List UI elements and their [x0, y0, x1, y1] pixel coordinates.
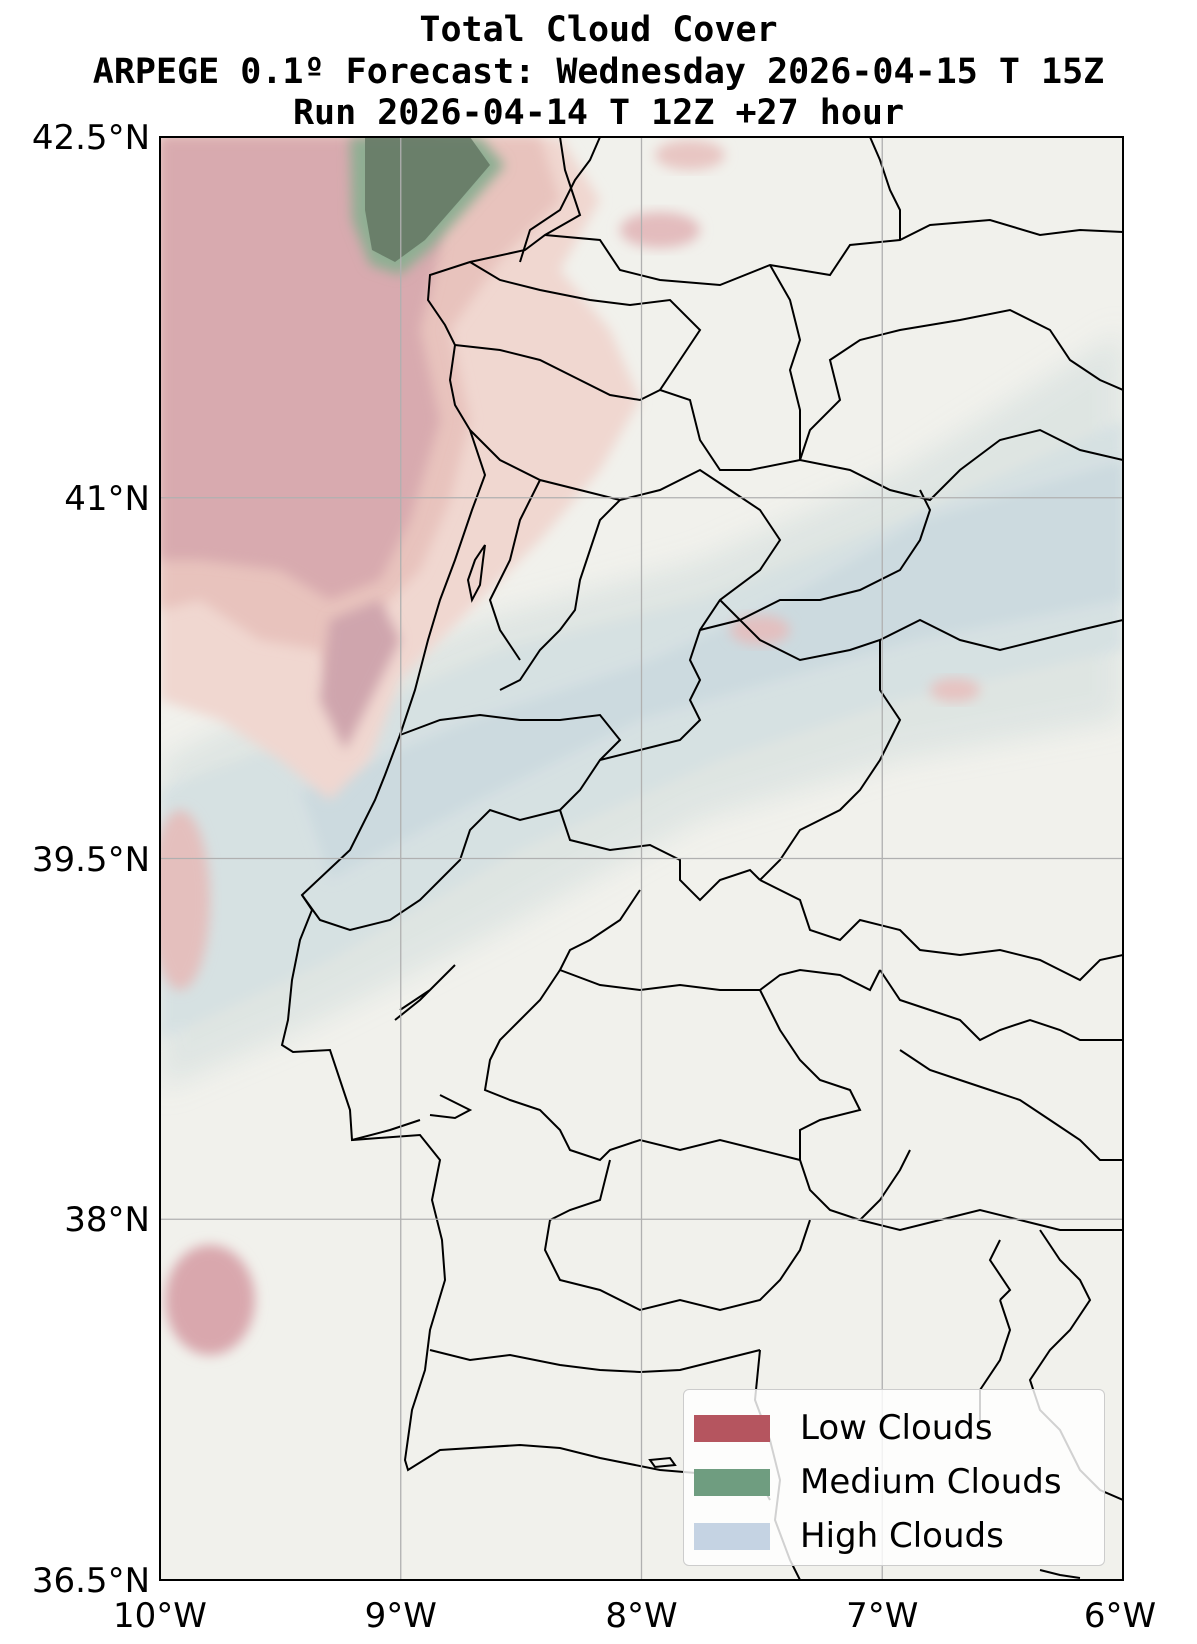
latitude-labels: 42.5°N 41°N 39.5°N 38°N 36.5°N	[32, 118, 150, 1601]
coastline-west	[280, 137, 771, 1501]
low-cloud-spot-north	[620, 212, 700, 248]
low-cloud-layer	[160, 137, 980, 1355]
legend-item-low: Low Clouds	[694, 1408, 993, 1448]
border-south-13	[899, 1049, 1123, 1161]
border-mid-9	[559, 809, 761, 902]
border-south-2	[558, 889, 881, 992]
border-north-4	[519, 137, 601, 263]
longitude-labels: 10°W 9°W 8°W 7°W 6°W	[113, 1596, 1156, 1636]
legend-swatch-medium	[694, 1468, 770, 1496]
gridlines	[160, 137, 1123, 1580]
border-mid-8	[301, 808, 561, 932]
map-frame	[159, 136, 1124, 1581]
lon-tick-label: 6°W	[1084, 1596, 1156, 1636]
border-north-5	[799, 308, 1123, 461]
border-south-5	[351, 1119, 421, 1141]
title-line-3: Run 2026-04-14 T 12Z +27 hour	[292, 93, 905, 133]
regional-borders	[301, 137, 1123, 1580]
lat-tick-label: 36.5°N	[32, 1561, 150, 1601]
lon-tick-label: 7°W	[846, 1596, 918, 1636]
border-east-1	[879, 969, 1123, 1042]
legend: Low Clouds Medium Clouds High Clouds	[683, 1389, 1105, 1566]
legend-swatch-high	[694, 1522, 770, 1550]
border-north-3	[454, 344, 661, 402]
border-mid-7	[759, 640, 902, 881]
border-north-7	[869, 137, 901, 240]
legend-label-medium: Medium Clouds	[800, 1462, 1062, 1502]
border-mid-2	[488, 479, 541, 661]
coastline-south-island	[648, 1456, 677, 1469]
coastline	[280, 137, 771, 1501]
title-line-2: ARPEGE 0.1º Forecast: Wednesday 2026-04-…	[92, 52, 1105, 92]
legend-item-medium: Medium Clouds	[694, 1462, 1062, 1502]
border-mid-3	[559, 468, 782, 811]
medium-cloud-core	[365, 137, 490, 262]
border-east-2	[1039, 1569, 1081, 1579]
legend-swatch-low	[694, 1414, 770, 1442]
low-cloud-spot-north-2	[655, 140, 725, 170]
border-south-12	[988, 1239, 1012, 1301]
medium-cloud-layer	[350, 137, 505, 275]
low-cloud-spot-west	[160, 810, 210, 990]
legend-label-low: Low Clouds	[800, 1408, 993, 1448]
border-south-6	[543, 1159, 811, 1312]
low-cloud-spot-southwest	[165, 1245, 255, 1355]
coastline-lagoon-aveiro	[466, 544, 486, 603]
lat-tick-label: 39.5°N	[32, 840, 150, 880]
lat-tick-label: 38°N	[64, 1200, 150, 1240]
lon-tick-label: 10°W	[113, 1596, 207, 1636]
border-south-4	[483, 969, 801, 1162]
low-cloud-streak	[320, 600, 400, 750]
border-north-1	[544, 218, 1123, 287]
coastline-estuary-sado	[429, 1094, 473, 1120]
map-area	[160, 137, 1123, 1580]
low-cloud-spot-interior	[730, 615, 790, 645]
border-north-2	[469, 261, 1123, 502]
border-south-1	[759, 879, 1123, 982]
border-mid-6	[399, 713, 622, 761]
coastline-estuary-tagus	[394, 964, 456, 1021]
border-mid-5	[719, 599, 1123, 662]
legend-item-high: High Clouds	[694, 1516, 1004, 1556]
lon-tick-label: 9°W	[365, 1596, 437, 1636]
lat-tick-label: 42.5°N	[32, 118, 150, 158]
border-south-9	[859, 1208, 1123, 1232]
border-mid-4	[699, 489, 932, 631]
title-line-1: Total Cloud Cover	[419, 10, 778, 50]
lat-tick-label: 41°N	[64, 479, 150, 519]
legend-label-high: High Clouds	[800, 1516, 1004, 1556]
border-south-3	[759, 989, 911, 1222]
lon-tick-label: 8°W	[605, 1596, 677, 1636]
border-north-6	[769, 264, 802, 460]
border-south-7	[429, 1349, 761, 1374]
low-cloud-spot-east	[930, 678, 980, 702]
high-cloud-core	[300, 460, 1123, 880]
